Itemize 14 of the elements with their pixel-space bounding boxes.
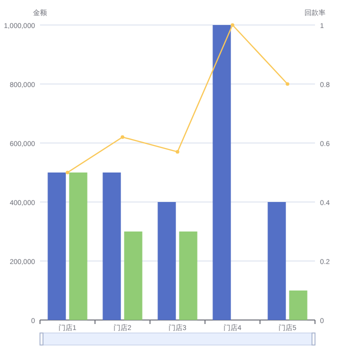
bar — [124, 232, 142, 320]
bar — [268, 202, 286, 320]
point — [230, 23, 234, 27]
bar — [179, 232, 198, 320]
bar — [102, 172, 121, 320]
bar — [158, 202, 176, 320]
bar — [48, 172, 66, 320]
bar — [289, 290, 308, 320]
point — [176, 150, 180, 154]
point — [66, 170, 70, 174]
bar — [69, 172, 88, 320]
point — [120, 135, 124, 139]
point — [286, 82, 290, 86]
bar — [212, 25, 231, 320]
